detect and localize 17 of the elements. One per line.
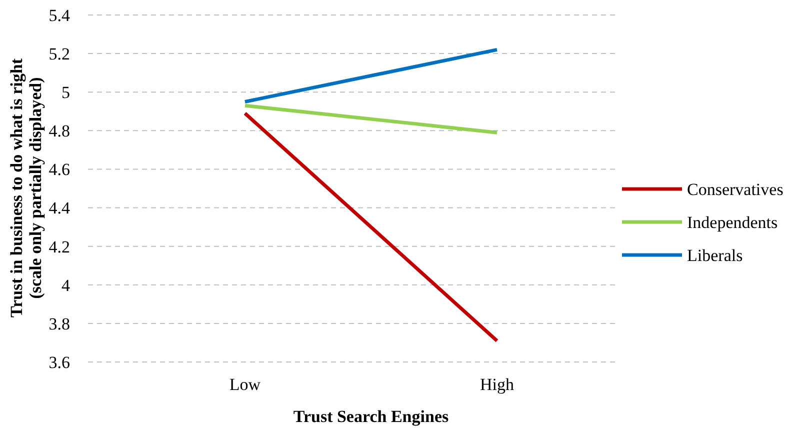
x-axis-title: Trust Search Engines — [293, 407, 449, 426]
y-axis-title: Trust in business to do what is right (scale only partially displayed) — [7, 58, 45, 318]
legend-label: Liberals — [687, 246, 743, 265]
x-tick-label: High — [480, 375, 514, 394]
y-tick-label: 4.8 — [48, 122, 70, 141]
y-tick-label: 4.2 — [48, 237, 70, 256]
y-tick-label: 5 — [62, 83, 70, 102]
legend-label: Conservatives — [687, 180, 784, 199]
y-tick-label: 4.4 — [48, 198, 70, 218]
legend-label: Independents — [687, 212, 778, 232]
x-tick-label: Low — [229, 375, 262, 394]
y-tick-label: 4 — [62, 276, 70, 295]
y-tick-label: 5.4 — [48, 6, 70, 25]
y-tick-label: 4.6 — [48, 160, 70, 180]
y-tick-label: 3.6 — [48, 352, 70, 372]
y-tick-label: 5.2 — [48, 44, 70, 64]
y-tick-label: 3.8 — [48, 314, 70, 334]
